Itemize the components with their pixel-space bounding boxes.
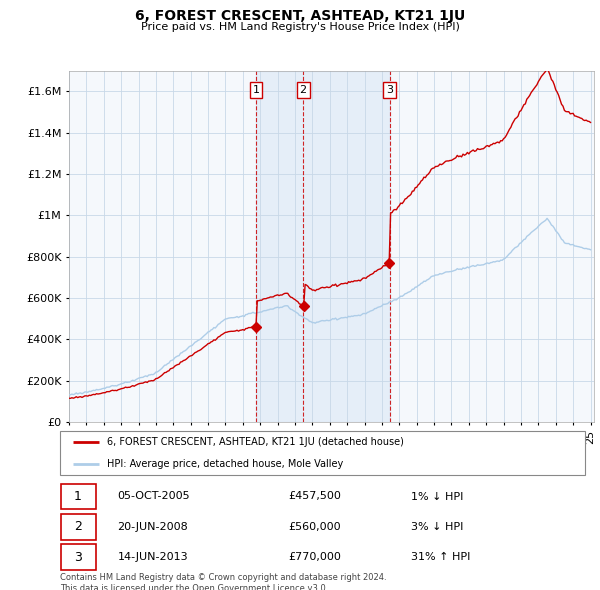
Text: 3% ↓ HPI: 3% ↓ HPI <box>411 522 463 532</box>
FancyBboxPatch shape <box>60 431 585 475</box>
FancyBboxPatch shape <box>61 514 96 540</box>
FancyBboxPatch shape <box>61 545 96 570</box>
Text: 05-OCT-2005: 05-OCT-2005 <box>118 491 190 502</box>
Text: £770,000: £770,000 <box>289 552 341 562</box>
Text: 31% ↑ HPI: 31% ↑ HPI <box>411 552 470 562</box>
Bar <box>256 71 390 422</box>
Text: 1: 1 <box>253 85 259 95</box>
Text: HPI: Average price, detached house, Mole Valley: HPI: Average price, detached house, Mole… <box>107 459 343 469</box>
Text: Price paid vs. HM Land Registry's House Price Index (HPI): Price paid vs. HM Land Registry's House … <box>140 22 460 32</box>
Text: £457,500: £457,500 <box>289 491 341 502</box>
Text: 2: 2 <box>299 85 307 95</box>
Text: 1% ↓ HPI: 1% ↓ HPI <box>411 491 463 502</box>
Text: 2: 2 <box>74 520 82 533</box>
Text: £560,000: £560,000 <box>289 522 341 532</box>
Text: Contains HM Land Registry data © Crown copyright and database right 2024.
This d: Contains HM Land Registry data © Crown c… <box>60 573 386 590</box>
Text: 14-JUN-2013: 14-JUN-2013 <box>118 552 188 562</box>
Text: 6, FOREST CRESCENT, ASHTEAD, KT21 1JU: 6, FOREST CRESCENT, ASHTEAD, KT21 1JU <box>135 9 465 23</box>
Text: 3: 3 <box>74 550 82 563</box>
Text: 3: 3 <box>386 85 393 95</box>
FancyBboxPatch shape <box>61 484 96 509</box>
Text: 1: 1 <box>74 490 82 503</box>
Text: 20-JUN-2008: 20-JUN-2008 <box>118 522 188 532</box>
Text: 6, FOREST CRESCENT, ASHTEAD, KT21 1JU (detached house): 6, FOREST CRESCENT, ASHTEAD, KT21 1JU (d… <box>107 437 404 447</box>
